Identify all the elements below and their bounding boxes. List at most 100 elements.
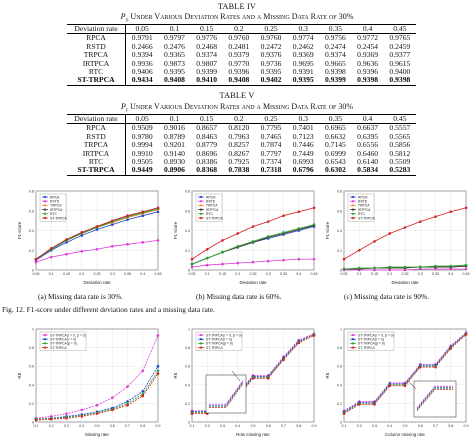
- table-cell: 0.9377: [389, 50, 411, 60]
- data-point: [418, 267, 422, 271]
- x-tick-label: 0.1: [205, 272, 210, 276]
- table-cell: 0.9395: [260, 67, 282, 77]
- x-tick-label: 0.5: [403, 424, 408, 428]
- header-cell: 0.05: [125, 113, 159, 125]
- y-tick-label: 0.8: [337, 190, 342, 194]
- data-point: [205, 247, 209, 251]
- table-row: TRPCA 0.9394 0.9365 0.9374 0.9379 0.9376 0.936…: [67, 50, 416, 60]
- x-tick-label: 0.8: [140, 424, 145, 428]
- data-point: [141, 369, 145, 373]
- x-tick-label: 0.4: [387, 424, 392, 428]
- header-cell: 0.4: [351, 113, 384, 125]
- inset-line: [416, 387, 453, 410]
- legend-label: ST-TRPCA(τ = 0, β = 0): [358, 333, 394, 337]
- data-point: [126, 218, 129, 221]
- header-cell: 0.25: [254, 23, 288, 35]
- table5-subtitle-text: Under Various Deviation Rates and a Miss…: [130, 102, 354, 111]
- header-cell: 0.15: [190, 23, 223, 35]
- legend-label: RPCA: [50, 195, 60, 199]
- data-point: [373, 268, 376, 272]
- row-label: ST-TRPCA: [67, 166, 126, 176]
- table-cell: 0.9765: [389, 33, 411, 43]
- fig12a-caption: (a) Missing data rate is 30%.: [38, 292, 123, 301]
- legend-label: RPCA: [206, 195, 216, 199]
- table-cell: 0.6140: [357, 157, 379, 167]
- x-axis-label: Deviation rate: [391, 280, 419, 285]
- table-row: RSTD 0.2466 0.2476 0.2468 0.2481 0.2472 0.2462…: [67, 41, 416, 52]
- x-tick-label: 0.45: [463, 272, 470, 276]
- table-cell: 0.7797: [260, 148, 282, 158]
- data-point: [251, 225, 255, 228]
- table4-subtitle-text: Under Various Deviation Rates and a Miss…: [130, 12, 354, 21]
- table-cell: 0.9760: [260, 33, 282, 43]
- table4-symbol-sub: d: [125, 17, 129, 24]
- table-cell: 0.8696: [196, 148, 218, 158]
- table-cell: 0.7145: [324, 140, 346, 150]
- data-point: [126, 403, 129, 407]
- table-cell: 0.6637: [357, 123, 379, 133]
- table-cell: 0.2474: [324, 41, 346, 51]
- data-point: [418, 365, 422, 369]
- legend-marker: [199, 216, 203, 220]
- table4-subtitle: Pd Under Various Deviation Rates and a M…: [0, 12, 474, 24]
- y-tick-label: 0.8: [29, 190, 34, 194]
- x-tick-label: 0.15: [63, 272, 70, 276]
- data-point: [357, 403, 361, 406]
- data-point: [80, 408, 84, 412]
- y-axis-label: RE: [173, 372, 178, 378]
- row-label: RTC: [67, 157, 126, 167]
- x-tick-label: 0.7: [433, 424, 438, 428]
- table-cell: 0.9408: [158, 76, 191, 86]
- data-point: [464, 267, 468, 271]
- table4: Deviation rate 0.05 0.1 0.15 0.2 0.25 0.3 0.35 0…: [67, 23, 416, 86]
- inset-line: [416, 386, 453, 409]
- table-cell: 0.9400: [389, 67, 411, 77]
- table-cell: 0.9376: [260, 50, 282, 60]
- data-point: [449, 267, 453, 271]
- table-row: RTC 0.9505 0.8930 0.8386 0.7925 0.7374 0.6993 0…: [67, 157, 416, 167]
- legend-label: RSTD: [206, 200, 216, 204]
- header-cell: 0.4: [351, 23, 384, 35]
- data-point: [403, 384, 407, 388]
- legend-marker: [43, 338, 47, 341]
- legend-marker: [43, 195, 47, 199]
- x-axis-label: Row missing rate: [236, 432, 270, 437]
- row-label: RSTD: [67, 132, 126, 142]
- table-cell: 0.8120: [228, 123, 250, 133]
- legend-marker: [199, 342, 203, 345]
- y-tick-label: 1: [188, 328, 190, 332]
- fig12b-caption: (b) Missing data rate is 60%.: [196, 292, 282, 301]
- data-point: [205, 263, 209, 267]
- y-tick-label: 0.6: [29, 209, 34, 213]
- data-point: [464, 333, 468, 336]
- y-tick-label: 0: [32, 269, 34, 273]
- data-point: [297, 257, 301, 261]
- y-tick-label: 0.6: [29, 365, 34, 369]
- data-point: [95, 225, 99, 228]
- header-cell: 0.1: [158, 113, 191, 125]
- table-cell: 0.8906: [158, 166, 191, 176]
- table-cell: 0.9395: [164, 67, 185, 77]
- header-cell: 0.15: [190, 113, 223, 125]
- legend-label: ST-TRPCA: [206, 216, 224, 220]
- legend-label: ST-TRPCA(τ = 0): [358, 338, 384, 342]
- legend-label: ST-TRPCA: [50, 216, 68, 220]
- data-point: [95, 228, 99, 231]
- table-cell: 0.8657: [196, 123, 218, 133]
- x-tick-label: 0.2: [79, 272, 84, 276]
- data-point: [403, 265, 407, 269]
- table-cell: 0.9394: [131, 50, 153, 60]
- data-point: [126, 243, 129, 246]
- table-cell: 0.9736: [260, 58, 282, 68]
- legend-label: ST-TRPCA(τ = 0, β = 0): [50, 333, 86, 337]
- header-cell: 0.35: [319, 23, 352, 35]
- data-point: [65, 241, 68, 244]
- x-tick-label: 0.2: [357, 424, 362, 428]
- legend-box: [347, 193, 375, 222]
- y-tick-label: 0.2: [29, 402, 34, 406]
- data-point: [49, 415, 53, 418]
- table-cell: 0.9756: [324, 33, 346, 43]
- data-point: [312, 223, 316, 226]
- inset-line: [209, 380, 244, 405]
- table-row: TRPCA 0.9994 0.9201 0.8779 0.8257 0.7874 0.744…: [67, 140, 416, 150]
